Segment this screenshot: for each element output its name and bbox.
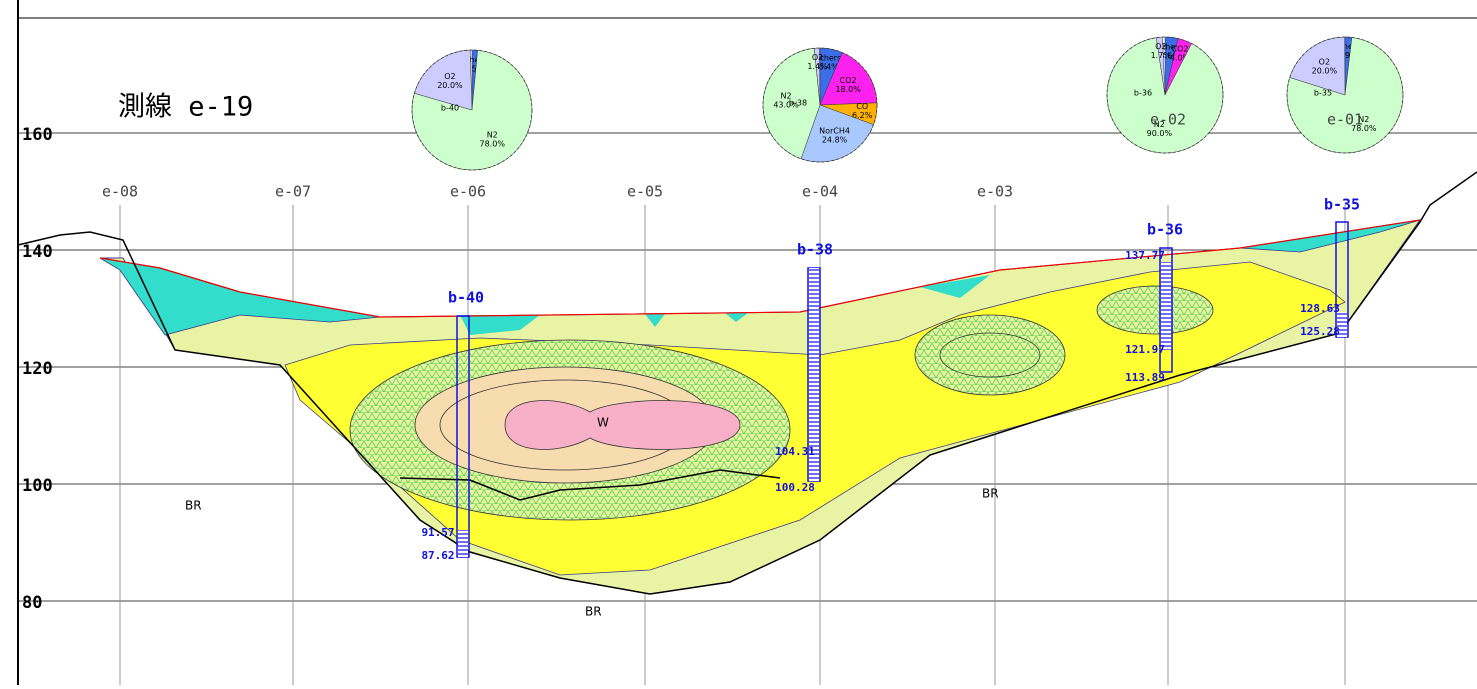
hatched-zone	[1096, 285, 1214, 335]
pie-label: others	[461, 56, 486, 65]
depth-label: 104.31	[775, 445, 815, 458]
pie-value: 20.0%	[437, 81, 463, 90]
water-zone	[460, 315, 540, 335]
depth-label: 121.97	[1125, 343, 1165, 356]
borehole-name: b-36	[1147, 221, 1183, 239]
pie-value: 43.0%	[773, 100, 799, 109]
gas-pies: others1.5%N278.0%O220.0%b-40others6.4%CO…	[411, 36, 1404, 171]
pie-label: O2	[444, 72, 455, 81]
borehole-screen	[1161, 262, 1171, 350]
pie-outline	[1106, 36, 1224, 154]
hatched-zone	[914, 314, 1066, 396]
pie-label: O2	[1155, 42, 1166, 51]
pie-value: 78.0%	[480, 139, 506, 148]
pie-value: 1.9%	[1337, 51, 1358, 60]
title: 測線 e-19	[118, 92, 253, 123]
pie-label: N2	[1154, 120, 1165, 129]
bedrock-label: BR	[982, 487, 999, 501]
depth-label: 128.63	[1300, 302, 1340, 315]
depth-label: 137.77	[1125, 249, 1165, 262]
station-label: e-02	[1150, 111, 1186, 129]
pie-borehole: b-36	[1134, 89, 1152, 98]
bedrock-label: BR	[585, 605, 602, 619]
waste-label: W	[597, 416, 609, 430]
bedrock-line	[17, 171, 1477, 595]
depth-label: 100.28	[775, 481, 815, 494]
pie-borehole: b-38	[789, 99, 807, 108]
borehole-name: b-40	[448, 289, 484, 307]
station-label: e-03	[977, 183, 1013, 201]
station-label: e-07	[275, 183, 311, 201]
borehole-name: b-38	[797, 241, 833, 259]
pie-value: 1.7%	[1151, 51, 1172, 60]
pie-borehole: b-35	[1314, 89, 1332, 98]
pie-borehole: b-40	[441, 104, 459, 113]
pie-label: CO2	[840, 76, 857, 85]
pie-value: 3.6%	[1160, 51, 1181, 60]
station-label: e-01	[1327, 111, 1363, 129]
elevation-label: 80	[22, 593, 42, 613]
pie-label: O2	[812, 53, 823, 62]
pie-outline	[1286, 36, 1404, 154]
pie-label: others	[1335, 42, 1360, 51]
water-zone	[645, 314, 665, 327]
elevation-label: 100	[22, 476, 53, 496]
borehole-screen	[1337, 312, 1347, 337]
ground-surface	[99, 219, 1421, 318]
boreholes: b-40 91.57 87.62 b-38 104.31 100.28 b-36 137.77…	[421, 196, 1360, 563]
pie-value: 78.0%	[1351, 124, 1377, 133]
core-zone	[504, 400, 741, 450]
pie-value: 6.4%	[818, 63, 839, 72]
pie-value: 18.0%	[835, 85, 861, 94]
pie-label: N2	[1358, 115, 1369, 124]
pie-label: O2	[1319, 57, 1330, 66]
water-zone	[725, 313, 748, 322]
depth-label: 87.62	[421, 549, 454, 562]
contour	[939, 332, 1041, 378]
pie-label: N2	[487, 130, 498, 139]
elevation-label: 160	[22, 125, 53, 145]
pie-value: 6.2%	[852, 111, 873, 120]
elevation-label: 140	[22, 242, 53, 262]
pie-value: 1.5%	[464, 65, 485, 74]
pie-value: 90.0%	[1147, 129, 1173, 138]
pie-value: 1.4%	[807, 62, 828, 71]
borehole-screen	[809, 268, 819, 481]
station-label: e-05	[627, 183, 663, 201]
borehole-name: b-35	[1324, 196, 1360, 214]
station-label: e-06	[450, 183, 486, 201]
borehole-screen	[458, 530, 468, 557]
depth-label: 125.28	[1300, 325, 1340, 338]
elevation-label: 120	[22, 359, 53, 379]
pie-label: others	[1157, 42, 1182, 51]
old-ground	[399, 469, 781, 501]
pie-label: N2	[781, 91, 792, 100]
bedrock-label: BR	[185, 499, 202, 513]
pie-outline	[762, 47, 878, 163]
station-label: e-08	[102, 183, 138, 201]
pie-value: 20.0%	[1312, 66, 1338, 75]
pie-label: others	[816, 54, 841, 63]
pie-label: CO	[856, 102, 868, 111]
pie-label: CO2	[1171, 45, 1188, 54]
pie-outline	[411, 49, 533, 171]
pie-label: NorCH4	[819, 126, 850, 135]
water-zone	[920, 275, 990, 298]
pie-value: 4.0%	[1170, 54, 1191, 63]
depth-label: 113.89	[1125, 371, 1165, 384]
borehole	[1159, 247, 1173, 373]
station-label: e-04	[802, 183, 838, 201]
depth-label: 91.57	[421, 526, 454, 539]
pie-value: 24.8%	[822, 135, 848, 144]
